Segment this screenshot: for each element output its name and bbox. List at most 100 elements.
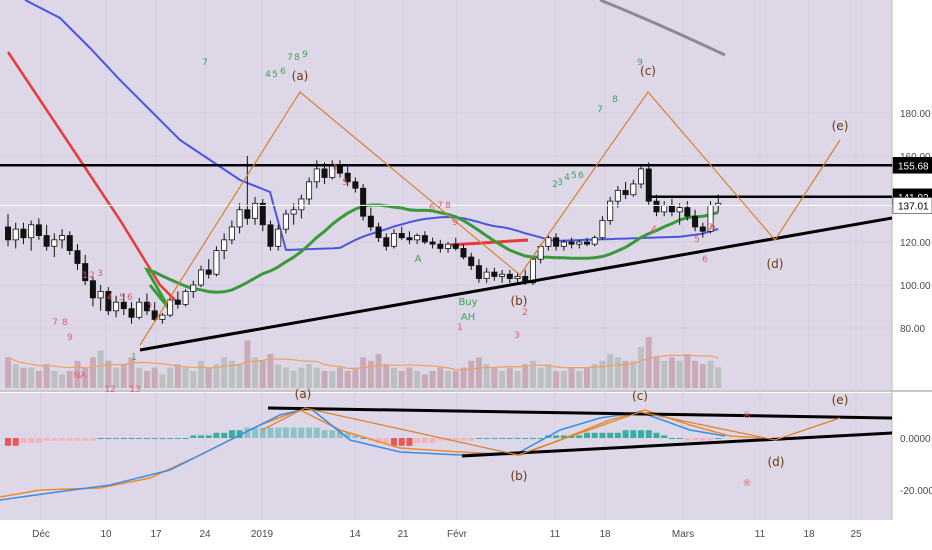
macd-histogram-bar — [51, 438, 58, 441]
macd-histogram-bar — [692, 438, 699, 441]
volume-bar — [205, 367, 212, 388]
td-count-green: 3 — [557, 178, 563, 188]
macd-histogram-bar — [668, 438, 675, 439]
volume-bar — [259, 360, 266, 388]
volume-bar — [676, 360, 683, 388]
macd-histogram-bar — [398, 438, 405, 446]
td-count-green: 7 — [287, 53, 293, 63]
td-count-red: 1 — [82, 271, 88, 281]
annotation-label: A — [415, 254, 422, 265]
wave-label: (c) — [640, 64, 656, 78]
ma-blue-line — [24, 0, 719, 251]
candle-body — [398, 232, 405, 239]
volume-bar — [12, 364, 19, 388]
macd-histogram-bar — [97, 438, 104, 439]
x-tick-label: 18 — [599, 529, 611, 540]
volume-bar — [367, 360, 374, 388]
candle-body — [151, 310, 158, 320]
candle-body — [529, 258, 536, 284]
candle-body — [344, 172, 351, 183]
candle-body — [89, 280, 96, 299]
volume-bar — [684, 354, 691, 388]
macd-histogram-bar — [522, 438, 529, 439]
candle-body — [136, 301, 143, 318]
candle-body — [661, 205, 668, 213]
volume-bar — [599, 360, 606, 388]
macd-histogram-bar — [661, 435, 668, 438]
x-tick-label: 11 — [550, 529, 561, 540]
volume-bar — [452, 371, 459, 388]
wave-label: (d) — [767, 257, 784, 271]
volume-bar — [213, 364, 220, 388]
volume-bar — [143, 371, 150, 388]
candle-body — [228, 226, 235, 241]
td-count-red: 12 — [104, 385, 115, 395]
td-count-green: 2 — [552, 180, 558, 190]
candle-body — [676, 207, 683, 213]
macd-histogram-bar — [630, 430, 637, 438]
volume-bar — [560, 371, 567, 388]
candle-body — [622, 189, 629, 196]
volume-bar — [275, 364, 282, 388]
volume-bar — [97, 350, 104, 388]
x-tick-label: Mars — [672, 529, 694, 540]
candle-body — [313, 168, 320, 183]
td-count-green: 9 — [302, 50, 308, 60]
candle-body — [298, 198, 305, 211]
candle-body — [97, 291, 104, 299]
macd-wave-label: (e) — [832, 393, 849, 407]
candle-body — [684, 207, 691, 217]
volume-bar — [174, 364, 181, 388]
candle-body — [5, 226, 11, 241]
candle-body — [51, 239, 58, 247]
macd-histogram-bar — [514, 438, 521, 439]
macd-histogram-bar — [167, 438, 174, 439]
volume-bar — [236, 364, 243, 388]
td-count-green: 5 — [272, 70, 278, 80]
candle-body — [445, 243, 452, 249]
candle-body — [568, 241, 575, 245]
y-tick-label: 180.00 — [900, 109, 931, 120]
macd-histogram-bar — [553, 435, 560, 438]
candle-body — [290, 209, 297, 215]
volume-bar — [445, 371, 452, 388]
macd-histogram-bar — [421, 438, 428, 444]
macd-histogram-bar — [506, 438, 513, 439]
macd-histogram-bar — [20, 438, 27, 444]
candle-body — [159, 314, 166, 320]
macd-histogram-bar — [313, 427, 320, 438]
volume-bar — [336, 367, 343, 388]
macd-histogram-bar — [645, 430, 652, 438]
candle-body — [252, 202, 259, 219]
volume-bar — [329, 371, 336, 388]
candle-body — [59, 235, 66, 241]
td-count-green: 4 — [564, 173, 570, 183]
volume-bar — [113, 367, 120, 388]
volume-bar — [360, 357, 367, 388]
macd-wave-label: (d) — [768, 455, 785, 469]
td-count-red: 4 — [107, 293, 113, 303]
macd-marker: ® — [743, 479, 752, 489]
macd-histogram-bar — [236, 430, 243, 438]
volume-bar — [244, 340, 251, 388]
candle-body — [43, 235, 50, 247]
macd-histogram-bar — [614, 432, 621, 438]
macd-histogram-bar — [483, 438, 490, 439]
candle-body — [120, 301, 127, 310]
volume-bar — [607, 354, 614, 388]
ma-grey-line — [599, 0, 726, 57]
volume-bar — [421, 374, 428, 388]
candle-body — [553, 237, 560, 247]
macd-wave-path — [261, 407, 841, 456]
macd-marker: ® — [743, 411, 752, 421]
volume-bar — [491, 367, 498, 388]
macd-histogram-bar — [259, 427, 266, 438]
volume-bar — [267, 354, 274, 388]
wave-label: (e) — [832, 119, 849, 133]
candle-body — [653, 200, 660, 213]
candle-body — [692, 215, 699, 228]
candle-body — [560, 241, 567, 247]
volume-bar — [468, 360, 475, 388]
candle-body — [460, 248, 467, 258]
candle-body — [113, 301, 120, 312]
